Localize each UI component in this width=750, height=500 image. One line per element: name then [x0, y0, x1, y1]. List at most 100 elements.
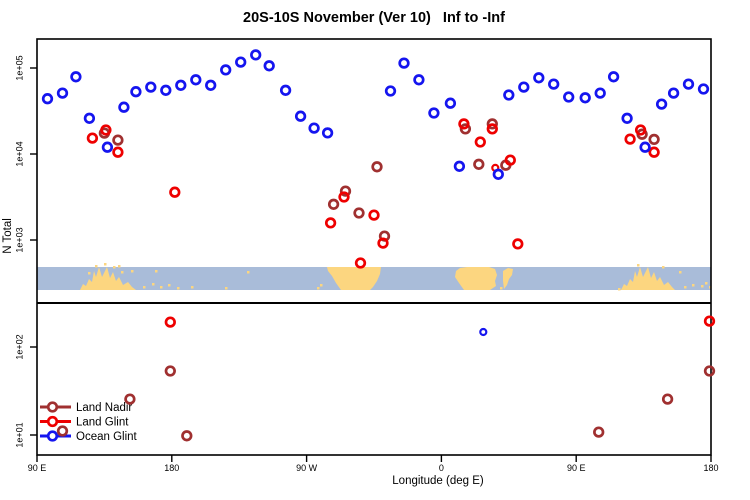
legend-label: Land Glint: [76, 417, 129, 429]
data-point: [473, 158, 485, 170]
map-land-region: [327, 267, 381, 290]
map-land-island: [177, 287, 180, 290]
map-land-island: [168, 284, 171, 287]
map-land-island: [684, 286, 687, 289]
data-point: [518, 81, 530, 93]
legend-marker-circle: [46, 415, 59, 428]
data-point: [339, 185, 352, 197]
data-point: [294, 110, 307, 122]
map-land-island: [131, 270, 134, 273]
data-point: [453, 160, 466, 172]
data-point: [624, 133, 636, 145]
data-point: [130, 86, 142, 98]
data-point: [353, 207, 365, 219]
data-point: [250, 49, 262, 61]
plot-frame: [36, 38, 712, 456]
x-tick-label: 90 W: [296, 463, 318, 473]
data-point: [682, 78, 695, 90]
data-point: [667, 87, 680, 99]
map-land-island: [95, 265, 98, 268]
data-point: [563, 91, 575, 103]
data-point: [164, 316, 176, 328]
data-point: [220, 64, 232, 76]
data-point: [368, 209, 380, 221]
data-point: [83, 112, 96, 124]
map-land-island: [679, 271, 682, 274]
data-point: [100, 124, 112, 136]
legend-marker-circle: [46, 401, 59, 413]
x-tick-label: 0: [439, 463, 444, 473]
data-point: [124, 393, 136, 405]
data-point: [648, 133, 660, 146]
data-point: [703, 365, 716, 377]
map-land-island: [88, 272, 91, 275]
data-point: [458, 118, 470, 130]
data-point: [503, 89, 515, 101]
data-point: [86, 132, 99, 144]
data-point: [533, 72, 545, 84]
data-point: [101, 141, 114, 153]
data-point: [384, 85, 397, 97]
data-point: [486, 123, 498, 135]
data-point: [169, 186, 181, 198]
data-point: [263, 60, 275, 72]
map-land-island: [247, 271, 250, 274]
x-tick-label: 180: [703, 463, 718, 473]
map-land-island: [618, 288, 621, 291]
data-point: [607, 71, 620, 83]
data-point: [235, 56, 247, 68]
legend-label: Land Nadir: [76, 402, 132, 414]
data-point: [160, 84, 172, 96]
data-point: [486, 118, 498, 130]
data-point: [321, 127, 334, 139]
data-point: [661, 393, 674, 405]
map-land-island: [692, 284, 695, 287]
map-land-island: [160, 286, 163, 289]
map-land-region: [503, 268, 513, 289]
data-point: [594, 87, 606, 99]
map-land-island: [705, 282, 708, 285]
map-land-island: [152, 283, 155, 286]
data-point: [428, 107, 440, 119]
data-point: [338, 191, 350, 203]
map-land-island: [143, 286, 146, 289]
legend: Land Nadir Land Glint Ocean Glint: [40, 401, 138, 443]
data-point: [697, 83, 710, 95]
data-point: [398, 57, 410, 69]
data-point: [279, 84, 292, 96]
data-point: [579, 92, 591, 104]
data-point: [413, 74, 425, 86]
data-point: [492, 168, 504, 180]
data-point: [41, 93, 54, 105]
map-land-region: [455, 267, 497, 290]
data-point: [703, 315, 716, 327]
map-land-region: [621, 267, 675, 290]
y-tick-label: 1e+01: [14, 422, 24, 447]
data-point: [308, 122, 320, 134]
data-point: [205, 79, 217, 91]
data-point: [190, 74, 202, 86]
data-point: [459, 123, 472, 135]
map-land-island: [118, 265, 121, 268]
data-point: [164, 365, 176, 377]
map-land-island: [500, 287, 503, 290]
data-point: [639, 141, 651, 153]
data-point: [145, 81, 157, 93]
map-land-region: [80, 267, 136, 290]
data-point: [593, 426, 605, 438]
data-point: [371, 161, 383, 173]
data-point: [548, 78, 560, 90]
data-point: [444, 97, 457, 109]
y-axis: 1e+05 1e+04 1e+03 1e+02 1e+01: [14, 55, 37, 448]
map-land-island: [104, 263, 107, 266]
data-point: [354, 257, 367, 269]
world-map-strip: [37, 263, 712, 291]
map-land-island: [225, 287, 228, 290]
data-point: [648, 146, 660, 158]
data-point: [70, 71, 82, 83]
data-point: [181, 430, 193, 442]
data-point: [327, 198, 340, 210]
chart-title: 20S-10S November (Ver 10) Inf to -Inf: [243, 10, 505, 26]
